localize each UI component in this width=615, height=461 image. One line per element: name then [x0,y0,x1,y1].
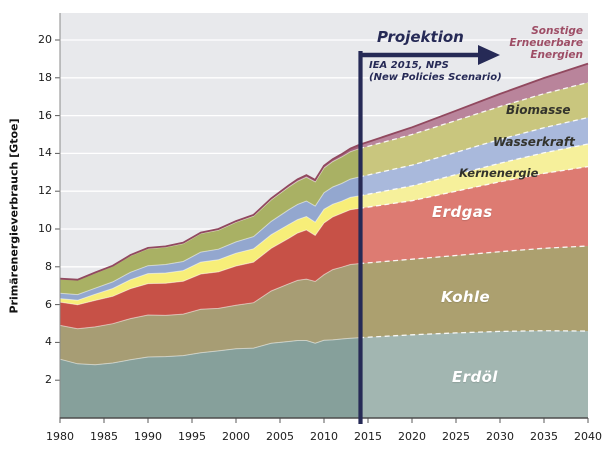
axes [59,13,588,419]
chart-generated-layers [55,13,589,423]
boundary-proj-dashed [359,165,589,210]
x-tick-label: 1985 [90,430,118,443]
label-kernenergie: Kernenergie [459,166,539,180]
boundary-proj-dashed [359,81,589,150]
x-tick-label: 1980 [46,430,74,443]
area-proj-erd-l [359,330,588,418]
boundary-hist [59,195,360,301]
label-kohle: Kohle [441,288,491,306]
x-tick-label: 2030 [486,430,514,443]
y-tick-label: 2 [45,373,52,387]
y-tick-label: 16 [38,108,52,122]
x-tick-label: 2005 [266,430,294,443]
label-sonstige-erneuerbare: Sonstige Erneuerbare Energien [490,25,583,62]
y-tick-label: 12 [38,184,52,198]
label-sonstige-line1: Sonstige [531,25,583,37]
y-tick-label: 8 [45,259,52,273]
area-proj-biomasse [359,82,588,177]
boundary-proj-dashed [359,245,589,265]
y-tick-label: 14 [38,146,52,160]
x-tick-label: 2035 [530,430,558,443]
boundary-hist [59,207,360,306]
area-proj-erdgas [359,166,588,264]
area-proj-kernenergie [359,144,588,209]
boundary-proj-dashed [359,116,589,178]
y-tick-label: 6 [45,297,52,311]
boundary-hist [59,337,360,366]
x-tick-label: 1995 [178,430,206,443]
x-tick-label: 2020 [398,430,426,443]
stack-top-edge [59,62,589,281]
boundary-hist [59,263,360,330]
boundary-hist [59,176,360,296]
area-proj-wasserkraft [359,117,588,196]
y-tick-label: 4 [45,335,52,349]
area-proj-kohle [359,246,588,338]
boundary-proj-dashed [359,330,589,339]
label-sonstige-line2: Erneuerbare [509,36,583,49]
area-hist-erd-l [60,337,360,418]
label-biomasse: Biomasse [506,103,571,117]
area-hist-erdgas [60,208,360,329]
y-axis-title: Primärenergieverbrauch [Gtoe] [7,118,21,314]
y-tick-label: 20 [38,33,52,46]
area-proj-sonstige-erneuerbare-energien [359,63,588,149]
label-erdgas: Erdgas [432,203,493,221]
scenario-source-line1: IEA 2015, NPS [369,60,449,71]
projection-divider [358,45,500,424]
x-tick-label: 2015 [354,430,382,443]
y-tick-label: 18 [38,70,52,84]
area-hist-kohle [60,263,360,365]
label-wasserkraft: Wasserkraft [493,135,575,149]
projection-title: Projektion [377,28,464,46]
x-tick-label: 2025 [442,430,470,443]
x-tick-label: 2040 [574,430,602,443]
x-tick-label: 2010 [310,430,338,443]
label-erdoel: Erdöl [452,368,498,386]
x-tick-label: 2000 [222,430,250,443]
x-tick-label: 1990 [134,430,162,443]
boundary-proj-dashed [359,143,589,197]
projection-arrow-head-icon [478,45,500,65]
y-tick-label: 10 [38,222,52,235]
area-hist-biomasse [60,148,360,295]
scenario-source-line2: (New Policies Scenario) [369,72,502,83]
label-sonstige-line3: Energien [530,48,583,61]
